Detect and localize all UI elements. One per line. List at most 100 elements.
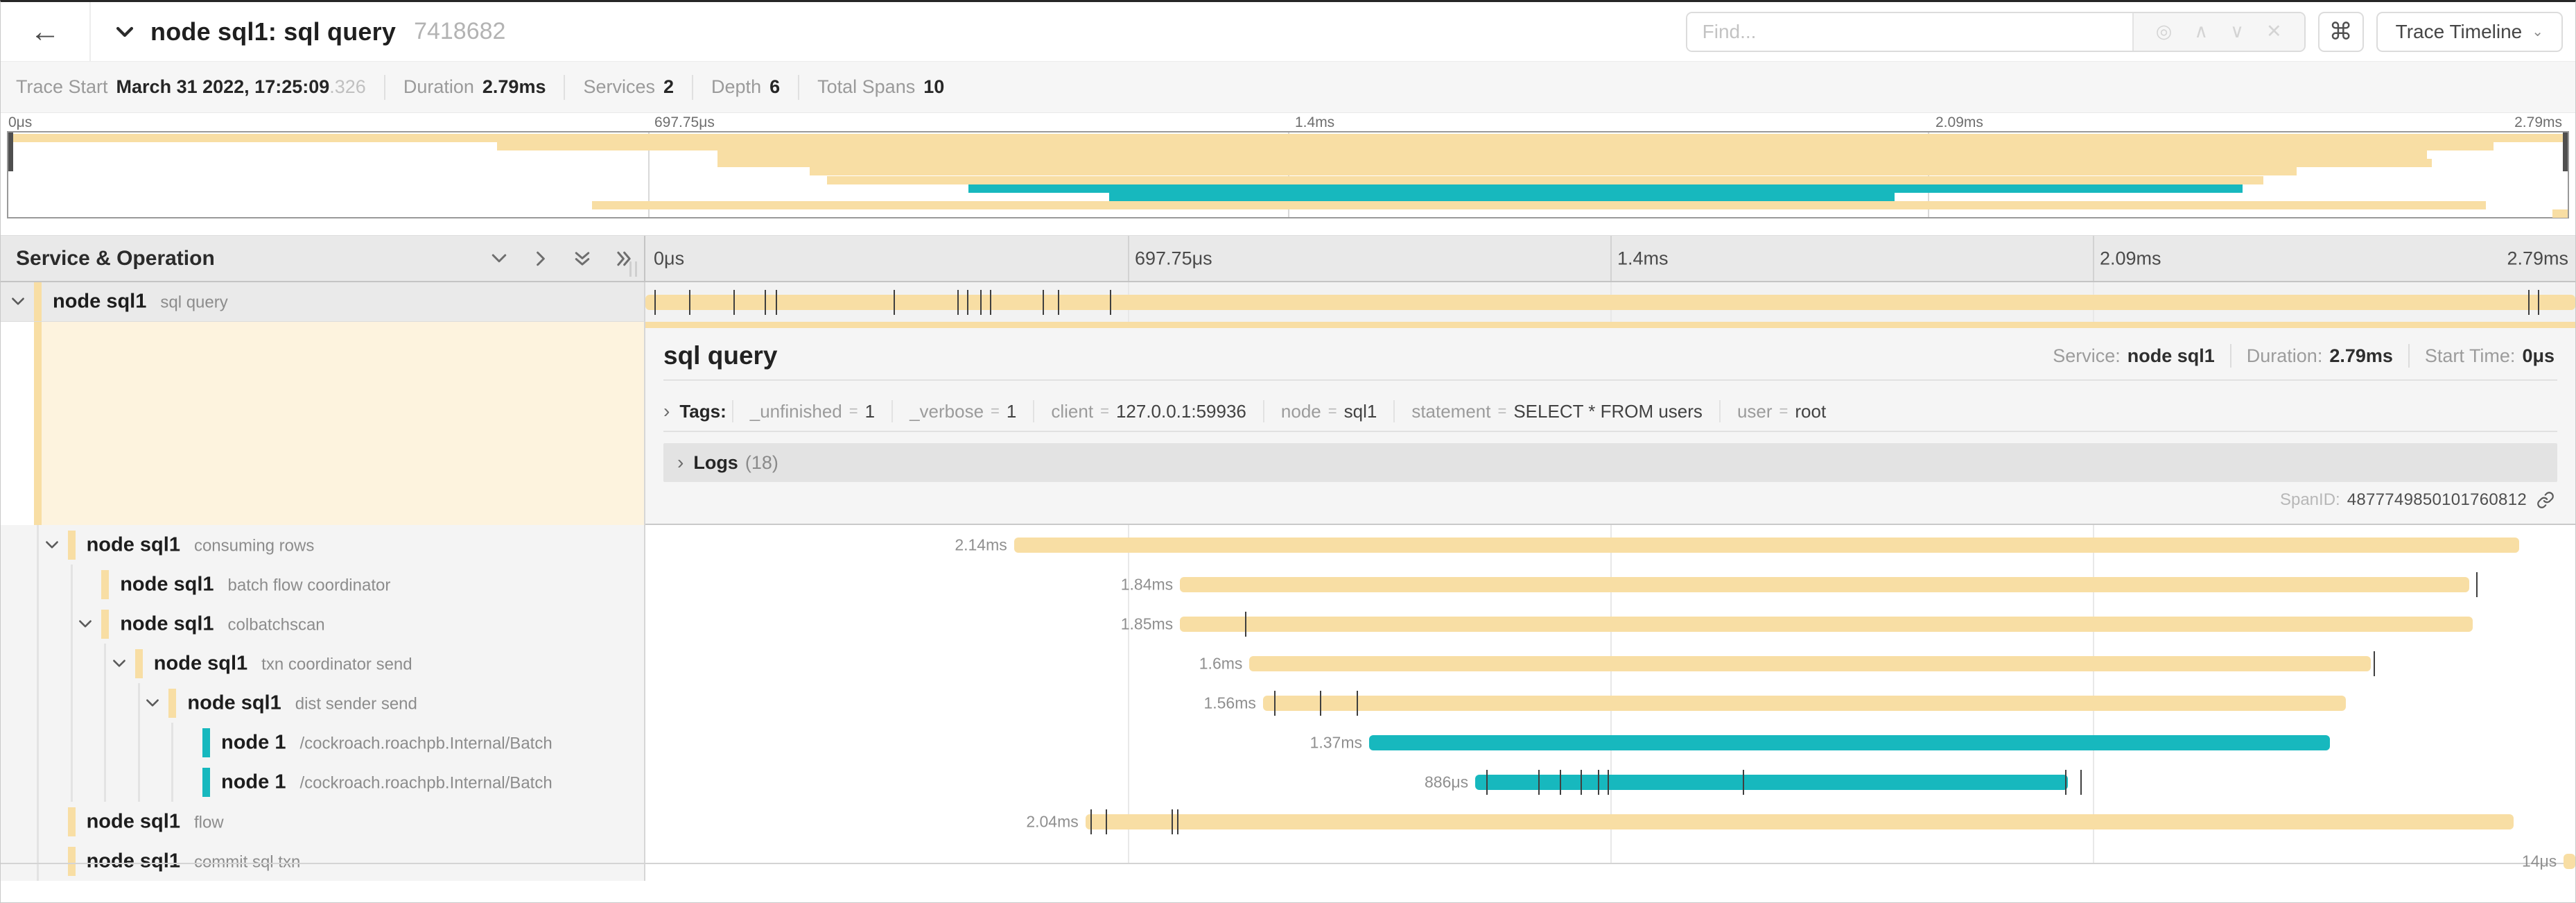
log-marker-tick[interactable] [990, 289, 992, 315]
span-row-timeline-cell[interactable]: 1.37ms [645, 723, 2575, 762]
log-marker-tick[interactable] [1042, 289, 1044, 315]
log-marker-tick[interactable] [2374, 651, 2376, 676]
log-marker-tick[interactable] [764, 289, 766, 315]
trace-collapse-icon[interactable] [113, 20, 137, 44]
span-bar[interactable] [1180, 576, 2469, 592]
span-row-timeline-cell[interactable] [645, 282, 2575, 322]
column-resizer[interactable] [629, 261, 637, 277]
span-row-timeline-cell[interactable]: 1.56ms [645, 683, 2575, 723]
log-marker-tick[interactable] [1743, 769, 1745, 795]
log-marker-tick[interactable] [2538, 289, 2540, 315]
span-row-name-cell[interactable]: node sql1 commit sql txn [1, 841, 645, 881]
log-marker-tick[interactable] [1057, 289, 1059, 315]
log-marker-tick[interactable] [1486, 769, 1488, 795]
span-row-timeline-cell[interactable]: 1.6ms [645, 644, 2575, 683]
log-marker-tick[interactable] [1538, 769, 1540, 795]
span-row[interactable]: node sql1 colbatchscan 1.85ms [1, 604, 2575, 644]
log-marker-tick[interactable] [1273, 690, 1276, 716]
log-marker-tick[interactable] [2080, 769, 2082, 795]
log-marker-tick[interactable] [776, 289, 778, 315]
minimap-left-handle[interactable] [8, 132, 13, 171]
clear-find-icon[interactable]: ✕ [2265, 21, 2282, 42]
log-marker-tick[interactable] [1172, 809, 1174, 834]
span-row-name-cell[interactable]: node sql1 colbatchscan [1, 604, 645, 644]
row-chevron-down-icon[interactable] [110, 655, 128, 673]
span-bar[interactable] [1013, 537, 2520, 553]
span-bar[interactable] [645, 294, 2575, 310]
span-row[interactable]: node sql1 consuming rows 2.14ms [1, 525, 2575, 565]
keyboard-shortcuts-button[interactable]: ⌘ [2317, 11, 2364, 52]
span-row-name-cell[interactable]: node sql1 batch flow coordinator [1, 565, 645, 604]
log-marker-tick[interactable] [2476, 571, 2478, 597]
span-row[interactable]: node 1/cockroach.roachpb.Internal/Batch 8… [1, 762, 2575, 802]
log-marker-tick[interactable] [1177, 809, 1179, 834]
span-bar[interactable] [1475, 774, 2068, 790]
row-chevron-down-icon[interactable] [143, 694, 162, 712]
span-row[interactable]: node sql1 sql query [1, 282, 2575, 322]
span-row-timeline-cell[interactable]: 2.14ms [645, 525, 2575, 565]
span-row-name-cell[interactable]: node 1/cockroach.roachpb.Internal/Batch [1, 723, 645, 762]
span-bar[interactable] [1369, 734, 2331, 750]
log-marker-tick[interactable] [1581, 769, 1583, 795]
logs-accordion[interactable]: › Logs (18) [663, 443, 2557, 482]
locate-icon[interactable]: ◎ [2155, 21, 2173, 42]
span-row[interactable]: node sql1 flow 2.04ms [1, 802, 2575, 841]
collapse-one-icon[interactable] [489, 248, 510, 269]
span-row[interactable]: node sql1 commit sql txn 14μs [1, 841, 2575, 881]
log-marker-tick[interactable] [733, 289, 736, 315]
log-marker-tick[interactable] [1090, 809, 1093, 834]
log-marker-tick[interactable] [1598, 769, 1600, 795]
span-row[interactable]: node sql1 batch flow coordinator 1.84ms [1, 565, 2575, 604]
minimap-right-handle[interactable] [2563, 132, 2568, 171]
back-button[interactable]: ← [1, 2, 91, 61]
minimap-canvas[interactable] [7, 131, 2569, 218]
log-marker-tick[interactable] [1106, 809, 1108, 834]
row-chevron-down-icon[interactable] [9, 293, 27, 311]
span-row-name-cell[interactable]: node sql1 dist sender send [1, 683, 645, 723]
log-marker-tick[interactable] [966, 289, 968, 315]
log-marker-tick[interactable] [980, 289, 982, 315]
next-match-icon[interactable]: ∨ [2230, 21, 2244, 42]
expand-one-icon[interactable] [530, 248, 551, 269]
span-row-timeline-cell[interactable]: 2.04ms [645, 802, 2575, 841]
collapse-all-icon[interactable] [572, 248, 593, 269]
span-row-timeline-cell[interactable]: 886μs [645, 762, 2575, 802]
span-row-name-cell[interactable]: node sql1 flow [1, 802, 645, 841]
span-row-timeline-cell[interactable]: 1.84ms [645, 565, 2575, 604]
find-input[interactable] [1687, 12, 2132, 51]
span-row-name-cell[interactable]: node sql1 sql query [1, 282, 645, 322]
log-marker-tick[interactable] [894, 289, 896, 315]
view-selector-button[interactable]: Trace Timeline ⌄ [2376, 11, 2563, 52]
row-chevron-down-icon[interactable] [76, 615, 94, 633]
log-marker-tick[interactable] [1608, 769, 1610, 795]
log-marker-tick[interactable] [1559, 769, 1561, 795]
expand-all-icon[interactable] [613, 248, 634, 269]
log-marker-tick[interactable] [1320, 690, 1322, 716]
span-row[interactable]: node sql1 dist sender send 1.56ms [1, 683, 2575, 723]
log-marker-tick[interactable] [2528, 289, 2530, 315]
log-marker-tick[interactable] [957, 289, 959, 315]
copy-link-icon[interactable] [2536, 491, 2555, 509]
log-marker-tick[interactable] [654, 289, 656, 315]
span-row-timeline-cell[interactable]: 1.85ms [645, 604, 2575, 644]
span-row-name-cell[interactable]: node sql1 txn coordinator send [1, 644, 645, 683]
span-bar[interactable] [2564, 853, 2575, 869]
span-bar[interactable] [1262, 695, 2346, 711]
span-row[interactable]: node sql1 txn coordinator send 1.6ms [1, 644, 2575, 683]
span-row-name-cell[interactable]: node sql1 consuming rows [1, 525, 645, 565]
span-bar[interactable] [1180, 616, 2473, 632]
log-marker-tick[interactable] [2065, 769, 2067, 795]
span-bar[interactable] [1249, 655, 2371, 671]
span-row-timeline-cell[interactable]: 14μs [645, 841, 2575, 881]
log-marker-tick[interactable] [689, 289, 691, 315]
row-chevron-down-icon[interactable] [43, 536, 61, 554]
chevron-down-icon: ⌄ [2532, 24, 2543, 40]
log-marker-tick[interactable] [1357, 690, 1359, 716]
log-marker-tick[interactable] [1244, 611, 1246, 637]
tags-accordion[interactable]: › Tags: _unfinished = 1 _verbose = 1 client = 127.… [663, 392, 2557, 432]
span-row-name-cell[interactable]: node 1/cockroach.roachpb.Internal/Batch [1, 762, 645, 802]
prev-match-icon[interactable]: ∧ [2194, 21, 2209, 42]
span-bar[interactable] [1085, 814, 2514, 829]
log-marker-tick[interactable] [1109, 289, 1111, 315]
span-row[interactable]: node 1/cockroach.roachpb.Internal/Batch 1… [1, 723, 2575, 762]
